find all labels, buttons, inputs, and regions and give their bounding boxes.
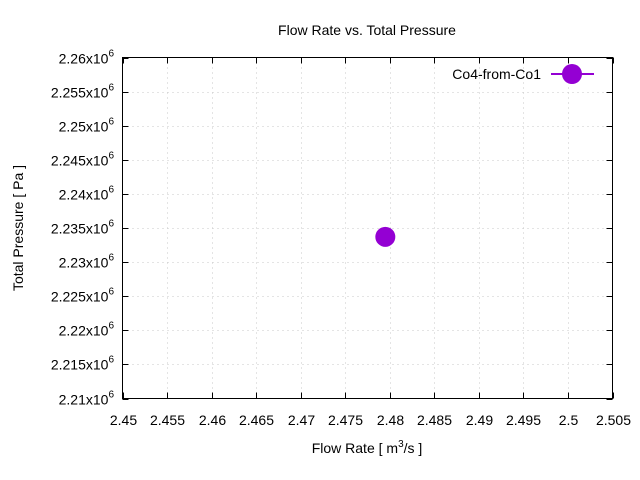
legend-marker <box>562 64 582 84</box>
x-tick-label: 2.485 <box>417 412 452 428</box>
x-axis-label: Flow Rate [ m3/s ] <box>312 439 423 456</box>
x-tick-label: 2.455 <box>150 412 185 428</box>
x-tick-label: 2.47 <box>288 412 315 428</box>
x-axis-ticks: 2.45 2.455 2.46 2.465 2.47 2.475 2.48 2.485 2.49… <box>110 57 631 428</box>
y-tick-label: 2.21x106 <box>59 390 115 408</box>
y-tick-label: 2.24x106 <box>59 185 115 203</box>
x-tick-label: 2.45 <box>110 412 137 428</box>
x-tick-label: 2.465 <box>239 412 274 428</box>
x-tick-label: 2.48 <box>377 412 404 428</box>
legend-label: Co4-from-Co1 <box>452 66 541 82</box>
y-tick-label: 2.235x106 <box>51 219 115 237</box>
data-point <box>375 226 396 247</box>
grid <box>122 57 613 399</box>
y-axis-label: Total Pressure [ Pa ] <box>10 165 26 291</box>
y-axis-ticks: 2.21x106 2.215x106 2.22x106 2.225x106 2.23x1… <box>51 49 613 408</box>
y-tick-label: 2.26x106 <box>59 49 115 67</box>
chart-title: Flow Rate vs. Total Pressure <box>278 22 456 38</box>
plot-frame <box>122 57 613 399</box>
y-tick-label: 2.23x106 <box>59 253 115 271</box>
x-tick-label: 2.475 <box>328 412 363 428</box>
x-tick-label: 2.5 <box>559 412 579 428</box>
legend: Co4-from-Co1 <box>452 64 594 84</box>
x-tick-label: 2.49 <box>466 412 493 428</box>
y-tick-label: 2.225x106 <box>51 287 115 305</box>
y-tick-label: 2.25x106 <box>59 117 115 135</box>
x-tick-label: 2.46 <box>199 412 226 428</box>
y-tick-label: 2.215x106 <box>51 355 115 373</box>
y-tick-label: 2.22x106 <box>59 321 115 339</box>
x-tick-label: 2.505 <box>596 412 631 428</box>
data-points <box>375 226 396 247</box>
y-tick-label: 2.255x106 <box>51 83 115 101</box>
y-tick-label: 2.245x106 <box>51 151 115 169</box>
x-tick-label: 2.495 <box>506 412 541 428</box>
